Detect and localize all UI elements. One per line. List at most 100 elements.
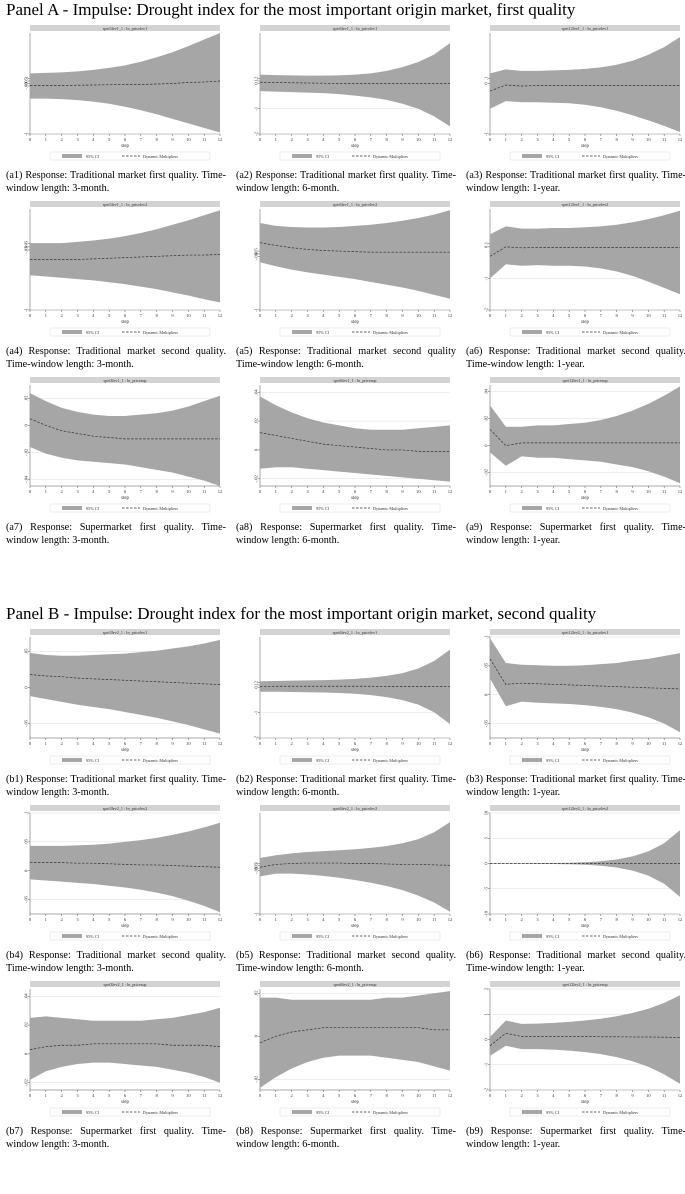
x-axis-label: step (121, 924, 129, 929)
impulse-response-chart: spei6lev1_1 : ln_pricesup-.020.02.040 1 2 3… (254, 377, 453, 513)
x-tick-label: 11 (432, 741, 437, 746)
y-tick-label: .05 (24, 838, 29, 844)
x-tick-label: 2 (291, 741, 294, 746)
x-tick-label: 3 (536, 137, 539, 142)
x-tick-label: 9 (171, 137, 174, 142)
dynamic-multiplier-line (30, 254, 221, 260)
y-tick-label: 0 (484, 862, 489, 865)
legend-label-line: Dynamic Multipliers (603, 330, 638, 335)
x-tick-label: 6 (124, 1093, 127, 1098)
ci-band (260, 649, 450, 725)
x-tick-label: 9 (631, 489, 634, 494)
dynamic-multiplier-line (489, 658, 681, 690)
x-tick-label: 9 (401, 137, 404, 142)
x-tick-label: 2 (521, 313, 524, 318)
chart-title-bar (30, 805, 220, 811)
x-tick-label: 1 (505, 741, 508, 746)
x-axis-label: step (351, 320, 359, 325)
legend-label-line: Dynamic Multipliers (143, 934, 178, 939)
x-tick-label: 8 (386, 917, 389, 922)
x-tick-label: 7 (600, 1093, 603, 1098)
legend-label-line: Dynamic Multipliers (603, 934, 638, 939)
x-tick-label: 4 (322, 313, 325, 318)
chart-caption: (a9) Response: Supermarket first quality… (466, 522, 685, 546)
x-tick-label: 9 (171, 741, 174, 746)
x-tick-label: 12 (218, 1093, 223, 1098)
x-tick-label: 9 (171, 489, 174, 494)
ci-band (490, 830, 680, 897)
y-tick-label: 0 (484, 82, 489, 85)
x-tick-label: 8 (156, 1093, 159, 1098)
y-tick-label: 1 (484, 1013, 489, 1015)
dynamic-multiplier-line (259, 1027, 450, 1044)
x-tick-label: 11 (662, 1093, 667, 1098)
x-tick-label: 8 (156, 741, 159, 746)
x-tick-label: 9 (171, 917, 174, 922)
chart-caption: (b7) Response: Supermarket first quality… (6, 1126, 226, 1150)
y-tick-label: .2 (254, 77, 259, 80)
x-tick-label: 2 (521, 489, 524, 494)
x-tick-label: 2 (291, 313, 294, 318)
legend-label-line: Dynamic Multipliers (373, 330, 408, 335)
legend-label-ci: 95% CI (546, 330, 560, 335)
x-tick-label: 7 (140, 313, 143, 318)
y-tick-label: -1 (24, 308, 29, 312)
x-tick-label: 9 (401, 1093, 404, 1098)
chart-caption: (b8) Response: Supermarket first quality… (236, 1126, 456, 1150)
legend-label-ci: 95% CI (86, 934, 100, 939)
x-tick-label: 7 (600, 489, 603, 494)
x-tick-label: 8 (386, 489, 389, 494)
legend-label-ci: 95% CI (316, 330, 330, 335)
legend-label-line: Dynamic Multipliers (143, 330, 178, 335)
legend-swatch-ci (292, 154, 312, 158)
legend-label-ci: 95% CI (86, 1110, 100, 1115)
legend-label-line: Dynamic Multipliers (603, 154, 638, 159)
x-tick-label: 3 (76, 313, 79, 318)
x-axis-label: step (351, 748, 359, 753)
x-tick-label: 12 (678, 741, 683, 746)
chart-title-bar (30, 981, 220, 987)
y-tick-label: -.02 (484, 469, 489, 476)
x-tick-label: 4 (322, 741, 325, 746)
x-tick-label: 9 (401, 741, 404, 746)
x-tick-label: 4 (322, 489, 325, 494)
chart-title: spei3lev2_1 : ln_pricesup (103, 982, 146, 987)
x-tick-label: 3 (76, 489, 79, 494)
x-tick-label: 2 (291, 137, 294, 142)
y-tick-label: 0 (24, 82, 29, 85)
x-tick-label: 11 (662, 137, 667, 142)
chart-title: spei6lev2_1 : ln_pricelev2 (333, 806, 377, 811)
x-tick-label: 0 (259, 313, 262, 318)
x-tick-label: 7 (600, 741, 603, 746)
x-tick-label: 8 (156, 489, 159, 494)
x-tick-label: 4 (92, 1093, 95, 1098)
x-tick-label: 0 (259, 917, 262, 922)
chart-title-bar (260, 377, 450, 383)
legend-label-ci: 95% CI (316, 506, 330, 511)
x-tick-label: 10 (416, 917, 421, 922)
chart-cell: spei12lev2_1 : ln_pricelev1 -.05 0.05.1 0 1 2… (466, 628, 685, 798)
ci-band (30, 210, 220, 303)
y-tick-label: 0 (254, 866, 259, 869)
y-tick-label: -1 (254, 912, 259, 916)
y-tick-label: -.05 (484, 719, 489, 727)
x-tick-label: 5 (568, 741, 571, 746)
x-tick-label: 10 (416, 741, 421, 746)
chart-title: spei3lev2_1 : ln_pricelev2 (103, 806, 147, 811)
legend-swatch-ci (62, 154, 82, 158)
x-tick-label: 0 (489, 313, 492, 318)
x-tick-label: 10 (416, 137, 421, 142)
x-tick-label: 4 (552, 741, 555, 746)
x-tick-label: 1 (505, 489, 508, 494)
legend-swatch-ci (62, 506, 82, 510)
x-axis-label: step (581, 144, 589, 149)
x-tick-label: 0 (489, 1093, 492, 1098)
impulse-response-chart: spei12lev2_1 : ln_pricelev1-.050.05.10 1 2… (484, 629, 683, 765)
chart-cell: spei6lev2_1 : ln_pricesup -.02 0.02 0 1 2 3 4 5 6… (236, 980, 460, 1150)
y-tick-label: .1 (484, 77, 489, 80)
chart-cell: spei12lev2_1 : ln_pricelev2 -10 -5 0 5 10 0 1 2 3… (466, 804, 685, 974)
legend-label-ci: 95% CI (546, 934, 560, 939)
x-tick-label: 7 (370, 741, 373, 746)
chart-title: spei6lev1_1 : ln_pricelev1 (333, 26, 377, 31)
impulse-response-chart: spei6lev1_1 : ln_pricelev2-1-.050.050 1 2 3… (254, 201, 453, 337)
